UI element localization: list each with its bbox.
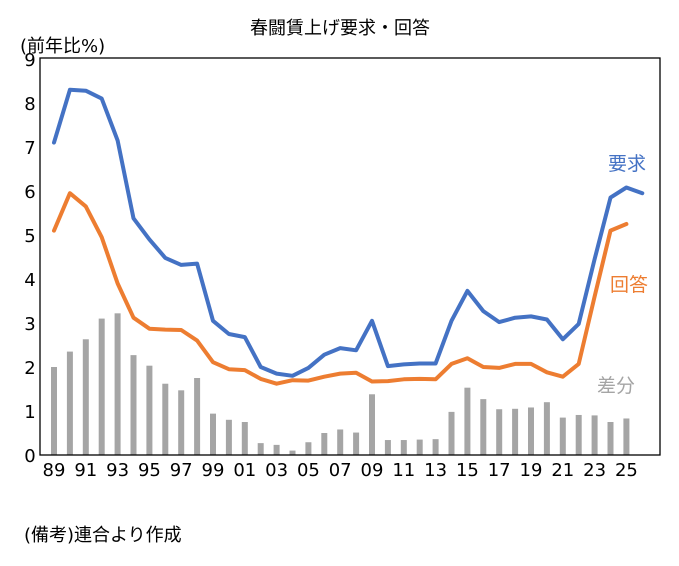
bar-diff <box>607 422 614 455</box>
x-tick-label: 17 <box>488 460 511 481</box>
bar-diff <box>432 439 439 455</box>
bar-diff <box>225 419 232 455</box>
bar-diff <box>194 378 201 455</box>
series-label-diff: 差分 <box>597 375 635 397</box>
y-tick-labels: 0 1 2 3 4 5 6 7 8 9 <box>24 50 35 467</box>
x-tick-labels: 89 91 93 95 97 99 01 03 05 07 09 11 13 15 17 19 21 23 25 <box>43 460 638 481</box>
y-tick-label: 2 <box>24 358 35 379</box>
chart-title: 春闘賃上げ要求・回答 <box>250 18 430 39</box>
bar-diff <box>623 418 630 455</box>
bar-diff <box>559 417 566 455</box>
x-tick-label: 97 <box>170 460 193 481</box>
source-note: (備考)連合より作成 <box>24 525 182 546</box>
y-tick-label: 6 <box>24 182 35 203</box>
bar-diff <box>305 442 312 455</box>
y-tick-label: 7 <box>24 138 35 159</box>
x-tick-label: 95 <box>138 460 161 481</box>
x-tick-label: 03 <box>265 460 288 481</box>
x-tick-label: 05 <box>297 460 320 481</box>
x-tick-label: 11 <box>392 460 415 481</box>
bar-diff <box>98 318 105 455</box>
x-tick-label: 21 <box>551 460 574 481</box>
bar-diff <box>448 411 455 455</box>
bar-diff <box>146 365 153 455</box>
bar-diff <box>210 413 216 455</box>
x-tick-label: 07 <box>329 460 352 481</box>
bar-diff <box>273 444 280 455</box>
bar-diff <box>130 355 137 455</box>
y-tick-label: 0 <box>24 446 35 467</box>
bar-diff <box>369 394 375 455</box>
y-axis-label: (前年比%) <box>20 36 105 57</box>
bar-diff <box>575 414 582 455</box>
bar-diff <box>82 339 89 455</box>
bar-diff <box>51 367 57 455</box>
bar-diff <box>400 440 407 455</box>
x-tick-label: 25 <box>615 460 638 481</box>
bar-diff <box>416 439 423 455</box>
x-tick-label: 99 <box>202 460 225 481</box>
bar-diff <box>66 351 73 455</box>
bar-diff <box>241 422 248 455</box>
bar-diff <box>384 440 391 455</box>
x-tick-label: 15 <box>456 460 479 481</box>
y-tick-label: 5 <box>24 226 35 247</box>
x-tick-label: 89 <box>43 460 66 481</box>
series-label-answer: 回答 <box>610 274 648 296</box>
bar-diff <box>591 415 598 455</box>
y-tick-label: 9 <box>24 50 35 71</box>
bar-diff <box>337 429 344 455</box>
bar-diff <box>257 443 264 455</box>
y-tick-label: 3 <box>24 314 35 335</box>
x-tick-label: 91 <box>74 460 97 481</box>
x-tick-label: 09 <box>361 460 384 481</box>
bar-diff <box>114 313 121 455</box>
plot-area-border <box>39 57 661 456</box>
x-tick-label: 93 <box>106 460 129 481</box>
bar-diff <box>496 409 503 455</box>
x-tick-label: 13 <box>424 460 447 481</box>
lines <box>52 87 645 386</box>
bar-diff <box>480 399 487 455</box>
line-demand <box>52 87 645 378</box>
y-tick-label: 4 <box>24 270 35 291</box>
bar-diff <box>289 450 296 455</box>
y-tick-label: 1 <box>24 402 35 423</box>
bars-diff <box>51 313 630 455</box>
bar-diff <box>464 387 471 455</box>
bar-diff <box>543 402 550 455</box>
line-answer <box>52 191 629 386</box>
x-tick-label: 01 <box>233 460 256 481</box>
bar-diff <box>353 432 360 455</box>
bar-diff <box>512 408 519 455</box>
y-tick-label: 8 <box>24 94 35 115</box>
bar-diff <box>178 390 185 455</box>
bar-diff <box>162 383 169 455</box>
bar-diff <box>528 407 534 455</box>
series-label-demand: 要求 <box>608 153 646 175</box>
x-tick-label: 23 <box>583 460 606 481</box>
bar-diff <box>321 433 328 455</box>
x-tick-label: 19 <box>520 460 543 481</box>
